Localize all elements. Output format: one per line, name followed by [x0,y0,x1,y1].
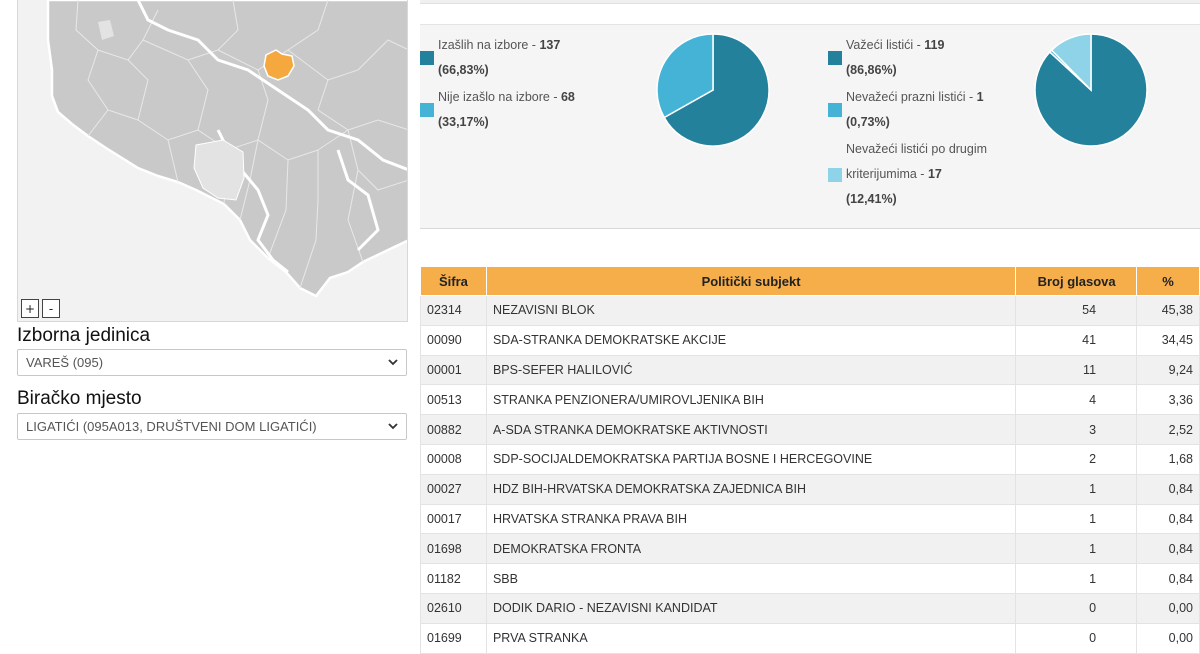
legend-turnout-not-voted: Nije izašlo na izbore - 68 (33,17%) [438,90,575,129]
table-row: 01698 DEMOKRATSKA FRONTA 1 0,84 [420,533,1200,565]
cell-party: PRVA STRANKA [485,622,1017,654]
cell-code: 02314 [420,295,487,326]
legend-swatch [828,51,842,65]
cell-votes: 54 [1015,295,1138,326]
stats-panel: Izašlih na izbore - 137 (66,83%) Nije iza… [420,24,1200,229]
cell-pct: 9,24 [1136,354,1200,386]
cell-pct: 0,84 [1136,473,1200,505]
header-code[interactable]: Šifra [420,266,487,296]
electoral-unit-select[interactable]: VAREŠ (095) [17,349,407,376]
cell-party: BPS-SEFER HALILOVIĆ [485,354,1017,386]
cell-votes: 1 [1015,563,1138,594]
cell-party: STRANKA PENZIONERA/UMIROVLJENIKA BIH [485,384,1017,416]
zoom-out-button[interactable]: - [42,299,60,318]
cell-code: 02610 [420,592,487,624]
legend-turnout-voted: Izašlih na izbore - 137 (66,83%) [438,38,561,77]
cell-code: 00090 [420,324,487,356]
polling-station-select[interactable]: LIGATIĆI (095A013, DRUŠTVENI DOM LIGATIĆ… [17,413,407,440]
ballots-pie-chart [1034,33,1148,147]
cell-votes: 0 [1015,622,1138,654]
legend-other-invalid-ballots: Nevažeći listići po drugim kriterijumima … [846,142,988,206]
table-row: 00017 HRVATSKA STRANKA PRAVA BIH 1 0,84 [420,503,1200,535]
cell-code: 00513 [420,384,487,416]
turnout-pie-slice-0 [663,33,770,147]
polling-station-label: Biračko mjesto [17,388,142,409]
cell-votes: 41 [1015,324,1138,356]
cell-votes: 2 [1015,443,1138,475]
cell-pct: 3,36 [1136,384,1200,416]
legend-swatch [828,168,842,182]
map-region-inactive-small [98,20,114,40]
cell-pct: 2,52 [1136,414,1200,445]
legend-swatch [420,103,434,117]
cell-code: 01699 [420,622,487,654]
polling-station-value: LIGATIĆI (095A013, DRUŠTVENI DOM LIGATIĆ… [26,419,317,434]
cell-votes: 0 [1015,592,1138,624]
header-votes[interactable]: Broj glasova [1015,266,1138,296]
table-row: 02314 NEZAVISNI BLOK 54 45,38 [420,295,1200,326]
cell-pct: 0,84 [1136,503,1200,535]
cell-pct: 1,68 [1136,443,1200,475]
legend-swatch [828,103,842,117]
cell-votes: 1 [1015,503,1138,535]
cell-party: HRVATSKA STRANKA PRAVA BIH [485,503,1017,535]
cell-pct: 0,84 [1136,533,1200,565]
cell-votes: 4 [1015,384,1138,416]
cell-pct: 0,84 [1136,563,1200,594]
cell-votes: 1 [1015,473,1138,505]
table-row: 01182 SBB 1 0,84 [420,563,1200,594]
legend-blank-ballots: Nevažeći prazni listići - 1 (0,73%) [846,90,984,129]
map-region-selected [263,49,295,81]
table-row: 00090 SDA-STRANKA DEMOKRATSKE AKCIJE 41 34,… [420,324,1200,356]
cell-party: SDP-SOCIJALDEMOKRATSKA PARTIJA BOSNE I H… [485,443,1017,475]
electoral-unit-value: VAREŠ (095) [26,355,104,370]
header-pct[interactable]: % [1136,266,1200,296]
table-row: 01699 PRVA STRANKA 0 0,00 [420,622,1200,654]
cell-pct: 0,00 [1136,622,1200,654]
table-row: 00513 STRANKA PENZIONERA/UMIROVLJENIKA BI… [420,384,1200,416]
chevron-down-icon [388,423,398,430]
header-party[interactable]: Politički subjekt [485,266,1017,296]
table-row: 00882 A-SDA STRANKA DEMOKRATSKE AKTIVNOST… [420,414,1200,445]
zoom-in-button[interactable]: + [21,299,39,318]
legend-swatch [420,51,434,65]
results-table: Šifra Politički subjekt Broj glasova % 0… [420,266,1200,654]
table-row: 00008 SDP-SOCIJALDEMOKRATSKA PARTIJA BOSN… [420,443,1200,475]
cell-votes: 1 [1015,533,1138,565]
turnout-pie-slice-1 [656,33,714,119]
cell-pct: 0,00 [1136,592,1200,624]
cell-party: NEZAVISNI BLOK [485,295,1017,326]
cell-pct: 45,38 [1136,295,1200,326]
cell-code: 01182 [420,563,487,594]
cell-code: 01698 [420,533,487,565]
cell-pct: 34,45 [1136,324,1200,356]
ballots-pie-slice-2 [1050,33,1092,92]
municipality-map[interactable]: + - [17,0,408,322]
table-row: 02610 DODIK DARIO - NEZAVISNI KANDIDAT 0 0,… [420,592,1200,624]
cell-code: 00008 [420,443,487,475]
cell-party: SBB [485,563,1017,594]
cell-party: A-SDA STRANKA DEMOKRATSKE AKTIVNOSTI [485,414,1017,445]
table-row: 00027 HDZ BIH-HRVATSKA DEMOKRATSKA ZAJEDN… [420,473,1200,505]
cell-code: 00882 [420,414,487,445]
chevron-down-icon [388,359,398,366]
cell-votes: 3 [1015,414,1138,445]
electoral-unit-label: Izborna jedinica [17,325,151,346]
map-zoom-controls: + - [21,299,60,318]
top-divider [420,0,1200,4]
cell-party: DODIK DARIO - NEZAVISNI KANDIDAT [485,592,1017,624]
map-svg[interactable] [18,0,408,322]
cell-code: 00017 [420,503,487,535]
map-region-inactive [193,139,245,201]
cell-votes: 11 [1015,354,1138,386]
table-header-row: Šifra Politički subjekt Broj glasova % [420,266,1200,296]
cell-party: SDA-STRANKA DEMOKRATSKE AKCIJE [485,324,1017,356]
cell-code: 00001 [420,354,487,386]
turnout-pie-chart [656,33,770,147]
legend-valid-ballots: Važeći listići - 119 (86,86%) [846,38,945,77]
cell-code: 00027 [420,473,487,505]
cell-party: DEMOKRATSKA FRONTA [485,533,1017,565]
cell-party: HDZ BIH-HRVATSKA DEMOKRATSKA ZAJEDNICA B… [485,473,1017,505]
table-row: 00001 BPS-SEFER HALILOVIĆ 11 9,24 [420,354,1200,386]
